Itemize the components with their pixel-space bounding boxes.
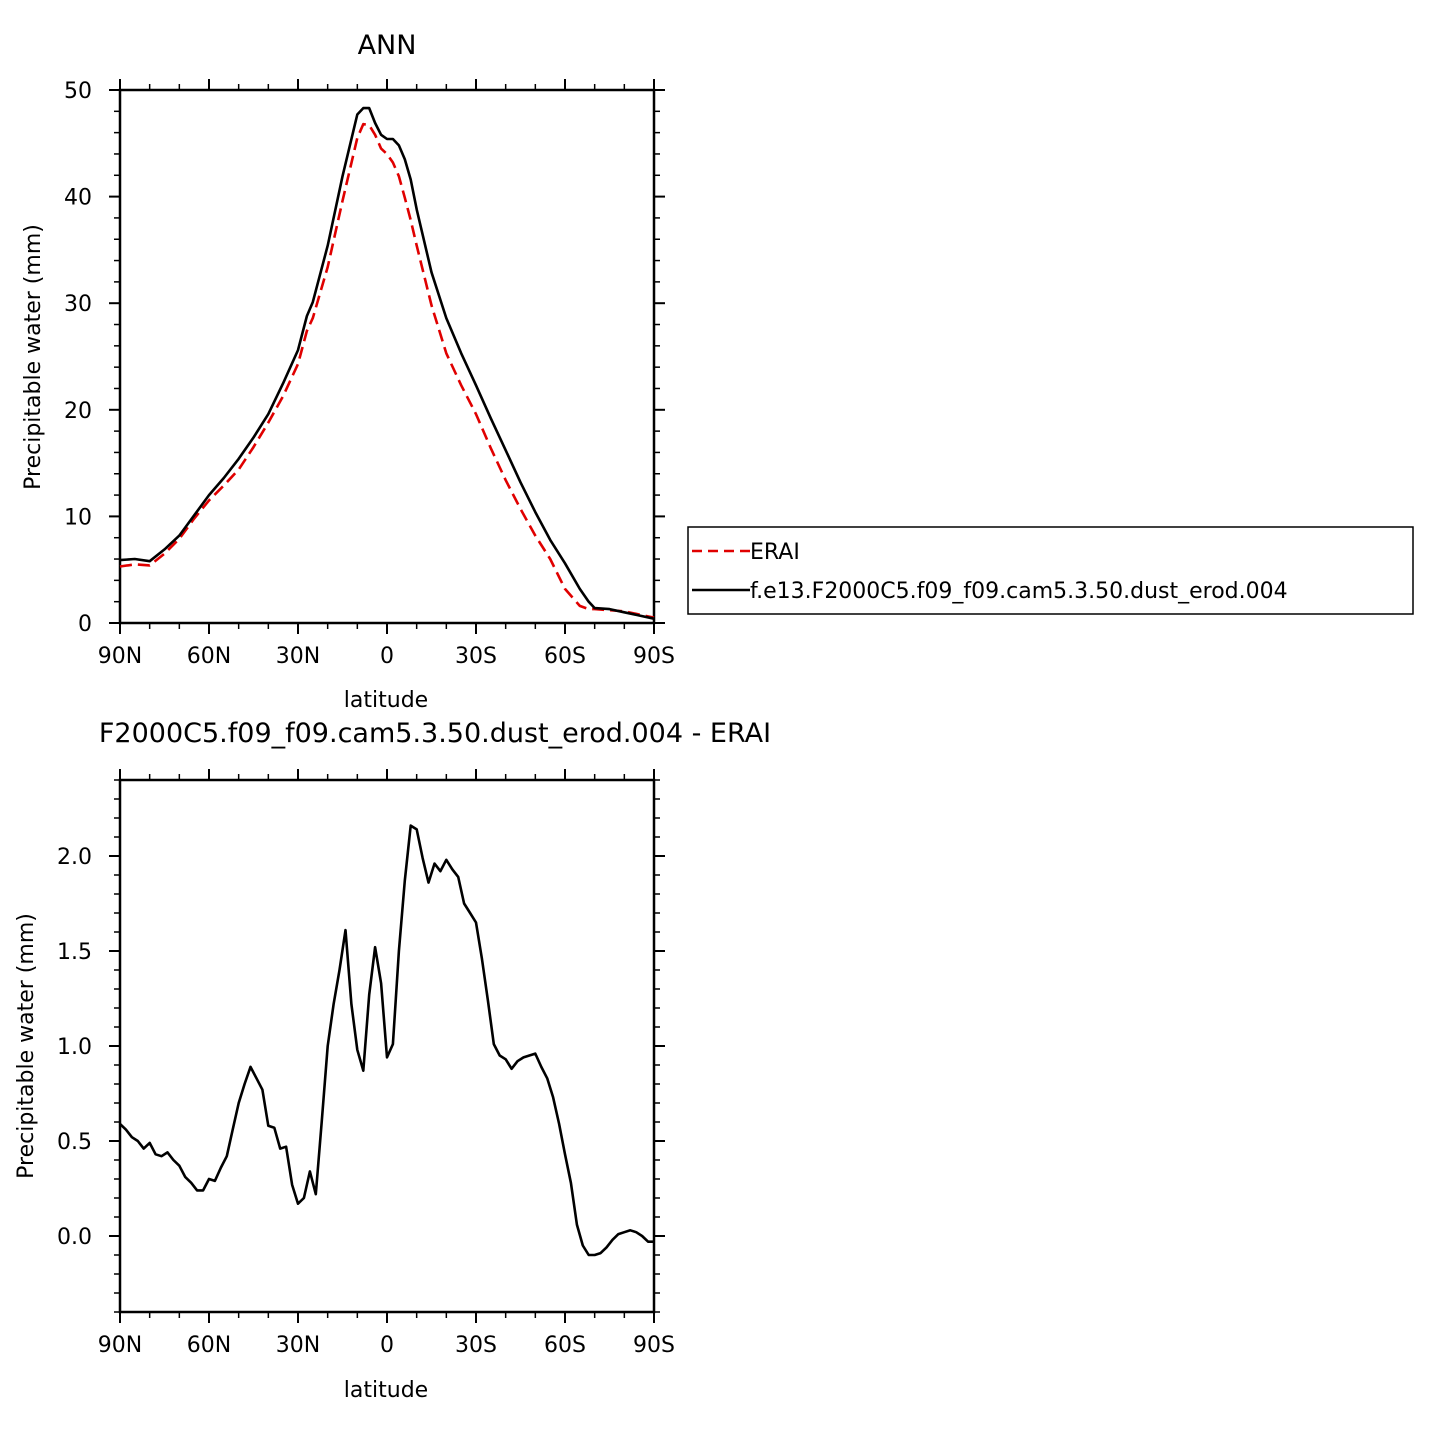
top-y-axis-title: Precipitable water (mm)	[21, 224, 46, 490]
x-tick-label: 60S	[544, 1333, 586, 1358]
x-tick-label: 30S	[455, 1333, 497, 1358]
y-tick-label: 50	[64, 79, 92, 104]
x-tick-label: 30N	[276, 1333, 320, 1358]
x-tick-label: 60N	[187, 644, 231, 669]
x-tick-label: 30N	[276, 644, 320, 669]
bottom-y-axis-title: Precipitable water (mm)	[14, 913, 39, 1179]
x-tick-label: 90S	[633, 1333, 675, 1358]
bottom-axes-ticks: 90N 60N 30N 0 30S 60S 90S 0.0 0.5 1.0 1.5 2.0	[57, 769, 675, 1358]
top-x-axis-title: latitude	[344, 688, 428, 713]
y-tick-label: 10	[64, 505, 92, 530]
bottom-plot-title: F2000C5.f09_f09.cam5.3.50.dust_erod.004 …	[99, 718, 771, 749]
x-tick-label: 90S	[633, 644, 675, 669]
x-tick-label: 0	[380, 1333, 394, 1358]
legend-box	[687, 526, 1414, 615]
top-plot-frame	[118, 88, 656, 625]
bottom-series-line-0	[119, 824, 654, 1257]
legend-label-model: f.e13.F2000C5.f09_f09.cam5.3.50.dust_ero…	[750, 579, 1288, 604]
x-tick-label: 90N	[98, 644, 142, 669]
y-tick-label: 1.5	[57, 940, 92, 965]
legend-label-erai: ERAI	[750, 540, 800, 565]
y-tick-label: 0	[78, 612, 92, 637]
top-series-line-1	[119, 106, 655, 620]
y-tick-label: 0.0	[57, 1225, 92, 1250]
y-tick-label: 30	[64, 292, 92, 317]
bottom-x-axis-title: latitude	[344, 1378, 428, 1403]
y-tick-label: 20	[64, 399, 92, 424]
x-tick-label: 60S	[544, 644, 586, 669]
x-tick-label: 0	[380, 644, 394, 669]
y-tick-label: 1.0	[57, 1035, 92, 1060]
top-series-line-0	[119, 122, 655, 619]
y-tick-label: 2.0	[57, 845, 92, 870]
x-tick-label: 90N	[98, 1333, 142, 1358]
panel-bottom: F2000C5.f09_f09.cam5.3.50.dust_erod.004 …	[14, 718, 771, 1403]
legend: ERAI f.e13.F2000C5.f09_f09.cam5.3.50.dus…	[687, 526, 1414, 615]
x-tick-label: 30S	[455, 644, 497, 669]
y-tick-label: 40	[64, 186, 92, 211]
y-tick-label: 0.5	[57, 1130, 92, 1155]
top-axes-ticks: 90N 60N 30N 0 30S 60S 90S 0 10 20 30 40 50	[64, 79, 675, 669]
top-plot-title: ANN	[358, 30, 417, 61]
panel-top: ANN 90N 60N 30N 0 30S 60S 90S 0 10 20 30 40 50 Preci…	[21, 30, 675, 713]
x-tick-label: 60N	[187, 1333, 231, 1358]
top-series-group	[119, 106, 655, 620]
bottom-series-group	[119, 824, 654, 1257]
